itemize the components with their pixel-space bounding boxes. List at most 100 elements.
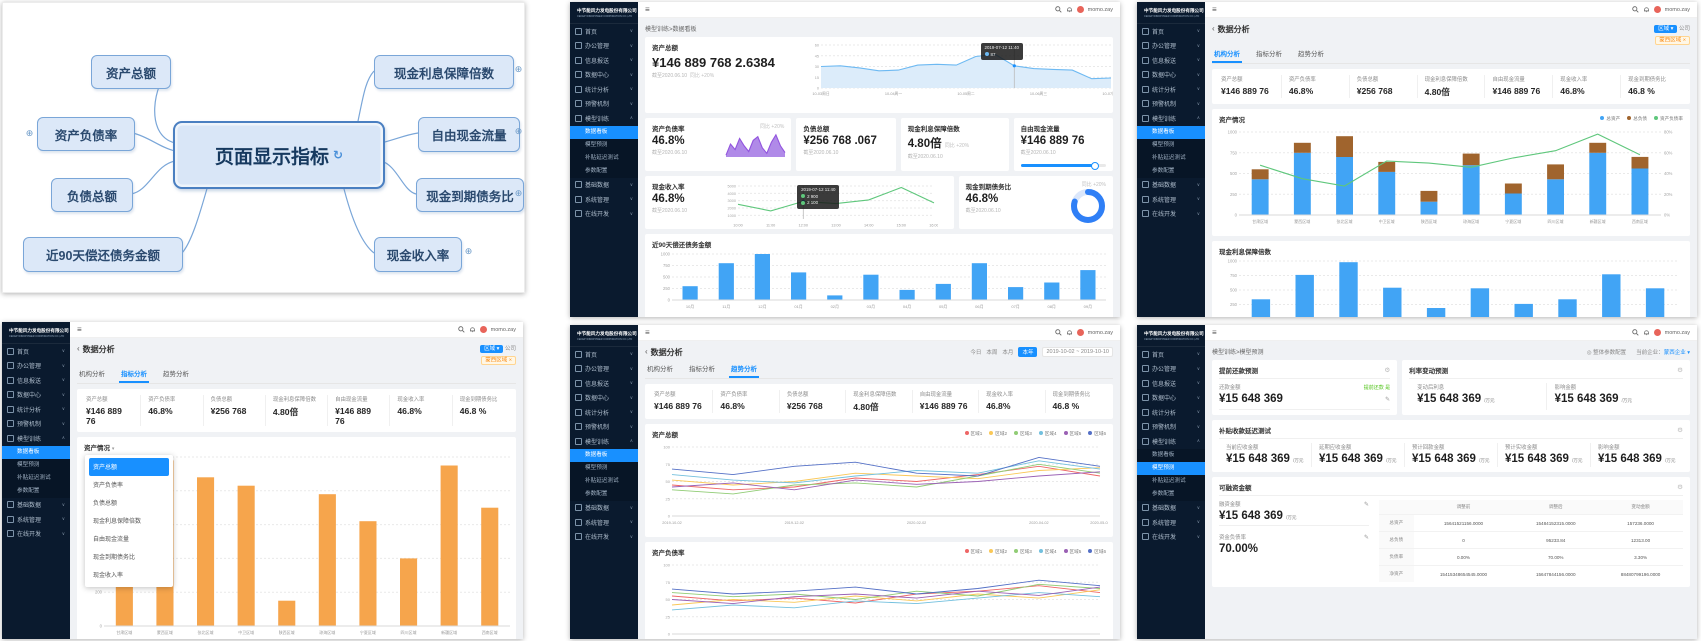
legend-item[interactable]: 区域2 (989, 549, 1007, 555)
sidebar-subitem-1[interactable]: 模型预测 (1137, 461, 1205, 475)
legend-item[interactable]: 资产负债率 (1654, 116, 1683, 122)
indicator-menu-item-0[interactable]: 资产总额 (89, 457, 169, 476)
legend-item[interactable]: 区域6 (1088, 431, 1106, 437)
legend-item[interactable]: 总资产 (1600, 116, 1620, 122)
search-icon[interactable] (1054, 6, 1062, 13)
search-icon[interactable] (1054, 329, 1062, 336)
mindmap-node-1[interactable]: 资产负债率 (37, 117, 135, 151)
sidebar-item-0[interactable]: 首页 ∨ (1137, 347, 1205, 362)
sidebar-item-0[interactable]: 首页 ∨ (2, 344, 70, 359)
sidebar-item-5[interactable]: 预警机制 ∨ (570, 420, 638, 435)
bell-icon[interactable] (1066, 329, 1073, 336)
sidebar-item-6[interactable]: 模型训练 ∧ (1137, 111, 1205, 126)
edit-icon[interactable]: ✎ (1385, 396, 1391, 403)
sidebar-item-1[interactable]: 办公管理 ∨ (1137, 39, 1205, 54)
indicator-menu-item-2[interactable]: 负债总额 (93, 501, 118, 507)
region-tag[interactable]: 蒙西区域 × (1655, 35, 1690, 45)
tab-指标分析[interactable]: 指标分析 (119, 366, 149, 383)
tab-趋势分析[interactable]: 趋势分析 (163, 371, 189, 378)
sidebar-subitem-2[interactable]: 补贴延迟测试 (585, 154, 619, 161)
tab-指标分析[interactable]: 指标分析 (1256, 51, 1282, 58)
sidebar-item-6[interactable]: 模型训练 ∧ (570, 434, 638, 449)
legend-item[interactable]: 区域4 (1038, 431, 1057, 437)
sidebar-subitem-1[interactable]: 模型预测 (585, 464, 608, 471)
expand-icon[interactable]: ⊕ (464, 246, 473, 256)
time-filter-active[interactable]: 本年 (1018, 347, 1038, 357)
asset-total-chart[interactable]: 0 15 30 45 60 10-03周日 10-04周一 10-05周二 10-06周三 10-… (805, 42, 1120, 108)
sidebar-item-5[interactable]: 预警机制 ∨ (2, 417, 70, 432)
gear-icon[interactable]: ⚙ (1677, 367, 1683, 374)
legend-item[interactable]: 区域5 (1063, 549, 1081, 555)
indicator-menu-item-5[interactable]: 现金到期债务比 (93, 555, 136, 561)
indicator-menu-item-4[interactable]: 自由现金流量 (93, 537, 130, 543)
collapse-menu-icon[interactable]: ≡ (1212, 4, 1217, 14)
region-filter-button[interactable]: 区域 ▾ (480, 345, 504, 353)
indicator-menu-item-6[interactable]: 现金收入率 (93, 573, 124, 579)
tab-趋势分析[interactable]: 趋势分析 (729, 361, 759, 378)
sidebar-item-1[interactable]: 办公管理 ∨ (2, 359, 70, 374)
sidebar-subitem-0[interactable]: 数据看板 (570, 448, 638, 462)
sidebar-subitem-0[interactable]: 数据看板 (570, 125, 638, 139)
sidebar-item-4[interactable]: 统计分析 ∨ (570, 405, 638, 420)
sidebar-item-7[interactable]: 基础数据 ∨ (570, 178, 638, 193)
collapse-menu-icon[interactable]: ≡ (645, 327, 650, 337)
back-icon[interactable]: ‹ (77, 344, 80, 353)
sidebar-item-0[interactable]: 首页 ∨ (1137, 24, 1205, 39)
sidebar-item-7[interactable]: 基础数据 ∨ (2, 498, 70, 513)
sidebar-item-8[interactable]: 系统管理 ∨ (1137, 515, 1205, 530)
time-filter-今日[interactable]: 今日 (970, 350, 982, 356)
avatar[interactable] (479, 326, 487, 333)
sidebar-subitem-1[interactable]: 模型预测 (1152, 141, 1175, 148)
sidebar-item-7[interactable]: 基础数据 ∨ (1137, 178, 1205, 193)
sidebar-item-6[interactable]: 模型训练 ∧ (570, 111, 638, 126)
edit-icon[interactable]: ✎ (1363, 501, 1369, 508)
mindmap-node-5[interactable]: 自由现金流量 (418, 117, 520, 152)
sidebar-subitem-3[interactable]: 参数配置 (1152, 490, 1175, 497)
sidebar-subitem-1[interactable]: 模型预测 (585, 141, 608, 148)
sidebar-item-8[interactable]: 系统管理 ∨ (2, 512, 70, 527)
trend-asset-chart[interactable]: 0 25 50 75 100 2019-10-02 2019-12-02 2020-02-02… (652, 441, 1109, 532)
mindmap-node-7[interactable]: 现金收入率 (374, 237, 462, 272)
sidebar-item-9[interactable]: 在线开发 ∨ (1137, 530, 1205, 545)
avatar[interactable] (1076, 6, 1084, 13)
legend-item[interactable]: 区域6 (1088, 549, 1106, 555)
tab-趋势分析[interactable]: 趋势分析 (1298, 51, 1324, 58)
sidebar-item-8[interactable]: 系统管理 ∨ (570, 515, 638, 530)
indicator-menu-item-3[interactable]: 现金利息保障倍数 (93, 519, 142, 525)
expand-icon[interactable]: ⊕ (514, 64, 523, 74)
sidebar-item-5[interactable]: 预警机制 ∨ (1137, 97, 1205, 112)
cash-interest-region-chart[interactable]: 02505007501000甘肃区域蒙西区域张北区域中卫区域陕西区域琼海区域宁夏… (1219, 256, 1683, 317)
sidebar-item-1[interactable]: 办公管理 ∨ (1137, 362, 1205, 377)
sidebar-item-2[interactable]: 信息报送 ∨ (2, 373, 70, 388)
sidebar-item-3[interactable]: 数据中心 ∨ (570, 391, 638, 406)
sidebar-subitem-0[interactable]: 数据看板 (2, 445, 70, 459)
mindmap-center-node[interactable]: 页面显示指标 ↻ (173, 121, 385, 189)
company-filter-label[interactable]: 公司 (504, 346, 516, 352)
legend-item[interactable]: 总负债 (1627, 116, 1647, 122)
mindmap-node-3[interactable]: 近90天偿还债务金额 (23, 237, 183, 272)
sidebar-item-3[interactable]: 数据中心 ∨ (1137, 391, 1205, 406)
sidebar-item-1[interactable]: 办公管理 ∨ (570, 362, 638, 377)
sidebar-item-0[interactable]: 首页 ∨ (570, 24, 638, 39)
legend-item[interactable]: 区域3 (1014, 549, 1032, 555)
legend-item[interactable]: 区域3 (1014, 431, 1032, 437)
tab-机构分析[interactable]: 机构分析 (79, 371, 105, 378)
sidebar-item-2[interactable]: 信息报送 ∨ (570, 376, 638, 391)
sidebar-subitem-3[interactable]: 参数配置 (585, 167, 608, 174)
sidebar-item-6[interactable]: 模型训练 ∧ (2, 431, 70, 446)
bell-icon[interactable] (1643, 329, 1650, 336)
sidebar-subitem-0[interactable]: 数据看板 (1152, 451, 1175, 458)
legend-item[interactable]: 区域1 (964, 549, 982, 555)
sidebar-item-8[interactable]: 系统管理 ∨ (1137, 192, 1205, 207)
sidebar-item-7[interactable]: 基础数据 ∨ (570, 501, 638, 516)
sidebar-item-9[interactable]: 在线开发 ∨ (570, 207, 638, 222)
legend-item[interactable]: 区域5 (1063, 431, 1081, 437)
collapse-menu-icon[interactable]: ≡ (645, 4, 650, 14)
sidebar-item-4[interactable]: 统计分析 ∨ (1137, 405, 1205, 420)
sidebar-item-3[interactable]: 数据中心 ∨ (2, 388, 70, 403)
mindmap-node-6[interactable]: 现金到期债务比 (416, 178, 524, 212)
tab-指标分析[interactable]: 指标分析 (689, 366, 715, 373)
sidebar-item-3[interactable]: 数据中心 ∨ (570, 68, 638, 83)
refresh-icon[interactable]: ↻ (332, 148, 344, 162)
bell-icon[interactable] (469, 326, 476, 333)
